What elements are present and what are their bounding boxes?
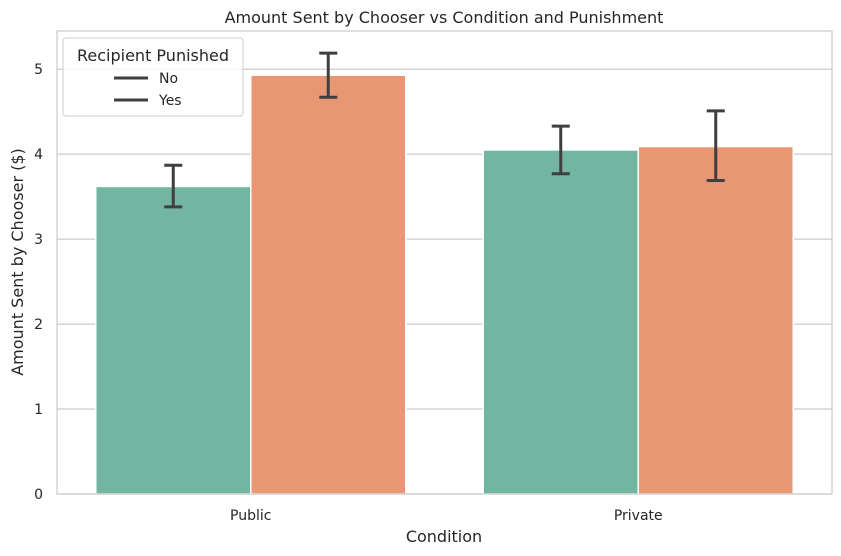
y-tick-label: 3	[34, 232, 43, 248]
bar-yes-private	[637, 145, 794, 495]
y-tick-label: 0	[34, 487, 43, 503]
bar-no-public	[95, 185, 252, 495]
legend-label-yes: Yes	[158, 93, 182, 109]
x-tick-label: Public	[230, 508, 271, 524]
legend-title: Recipient Punished	[77, 46, 229, 65]
error-bar	[706, 109, 725, 183]
bars	[95, 74, 794, 495]
y-tick-label: 5	[34, 62, 43, 78]
error-bar	[551, 124, 570, 176]
y-axis-label: Amount Sent by Chooser ($)	[8, 148, 27, 376]
x-tick-labels: Public Private	[230, 508, 663, 524]
legend: Recipient Punished No Yes	[62, 37, 244, 117]
x-axis-label: Condition	[406, 527, 482, 546]
y-tick-labels: 0 1 2 3 4 5	[34, 62, 43, 503]
legend-items: No Yes	[114, 71, 182, 109]
bar-no-private	[482, 149, 639, 495]
y-tick-label: 2	[34, 317, 43, 333]
y-tick-label: 1	[34, 402, 43, 418]
chart-title: Amount Sent by Chooser vs Condition and …	[225, 8, 664, 27]
x-tick-label: Private	[614, 508, 663, 524]
error-bar	[319, 51, 338, 99]
legend-label-no: No	[159, 71, 178, 87]
plot-frame	[56, 30, 833, 495]
error-bar	[164, 163, 183, 209]
legend-box	[62, 37, 244, 117]
bar-yes-public	[250, 74, 407, 495]
error-bars	[164, 51, 725, 209]
y-tick-label: 4	[34, 147, 43, 163]
